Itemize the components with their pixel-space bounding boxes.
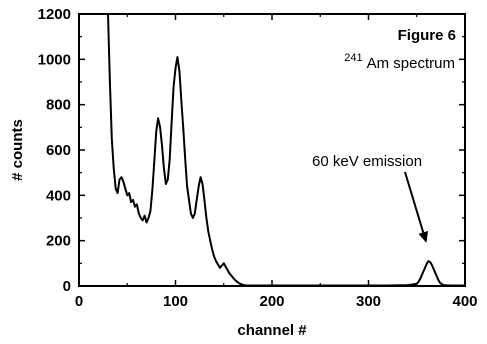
x-axis-title: channel # bbox=[237, 322, 307, 339]
y-tick-label: 600 bbox=[46, 142, 71, 159]
x-tick-label: 400 bbox=[452, 293, 477, 310]
subtitle: 241 Am spectrum bbox=[344, 48, 455, 72]
annotation-arrowhead bbox=[418, 230, 429, 243]
x-tick-label: 100 bbox=[163, 293, 188, 310]
subtitle-superscript: 241 bbox=[344, 52, 362, 64]
y-axis-title: # counts bbox=[9, 119, 26, 181]
x-tick-label: 300 bbox=[356, 293, 381, 310]
tick-labels: 0 100 200 300 400 0 200 400 600 800 1000 1200 bbox=[38, 6, 478, 310]
y-tick-label: 400 bbox=[46, 187, 71, 204]
annotation-arrow bbox=[404, 171, 425, 233]
y-tick-label: 200 bbox=[46, 233, 71, 250]
subtitle-main: Am spectrum bbox=[367, 55, 455, 72]
figure-title: Figure 6 bbox=[398, 27, 456, 44]
y-tick-label: 1000 bbox=[38, 51, 71, 68]
x-tick-label: 200 bbox=[259, 293, 284, 310]
annotation-label: 60 keV emission bbox=[312, 153, 422, 170]
y-tick-label: 0 bbox=[63, 278, 71, 295]
x-tick-label: 0 bbox=[75, 293, 83, 310]
spectrum-line bbox=[107, 13, 465, 287]
y-tick-label: 800 bbox=[46, 97, 71, 114]
axis-ticks bbox=[78, 13, 466, 287]
y-tick-label: 1200 bbox=[38, 6, 71, 23]
